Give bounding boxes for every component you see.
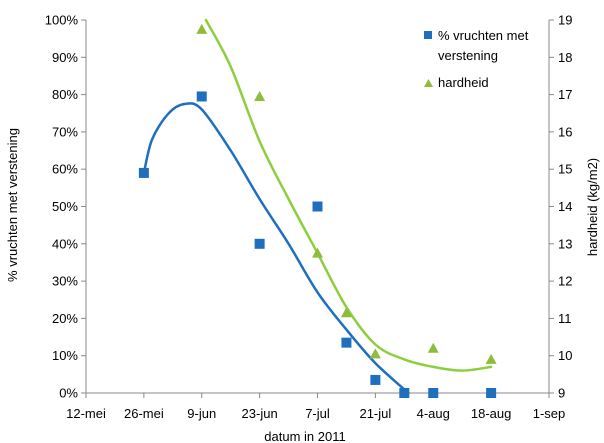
y-left-tick-label: 80% [52, 87, 78, 102]
data-point-verstening [399, 388, 410, 398]
legend-label-verstening-line1: % vruchten met [438, 28, 529, 43]
data-point-verstening [486, 388, 497, 398]
trendline-verstening [142, 102, 410, 395]
data-point-verstening [312, 201, 323, 212]
data-point-hardheid [427, 342, 439, 353]
data-point-hardheid [369, 348, 381, 359]
y-right-tick-label: 19 [558, 13, 572, 28]
legend-marker-square-icon [424, 31, 432, 39]
x-axis-title: datum in 2011 [264, 429, 345, 443]
data-point-verstening [370, 374, 381, 385]
trend-lines [142, 18, 493, 395]
legend: % vruchten met verstening hardheid [424, 28, 529, 90]
y-right-tick-label: 10 [558, 348, 572, 363]
y-right-tick-label: 16 [558, 124, 572, 139]
trendline-hardheid [204, 18, 493, 372]
data-point-verstening [138, 167, 149, 178]
data-point-hardheid [254, 90, 266, 101]
x-tick-label: 23-jun [242, 406, 278, 421]
y-left-tick-label: 50% [52, 199, 78, 214]
x-tick-label: 1-sep [533, 406, 566, 421]
y-left-axis-title: % vruchten met verstening [5, 128, 20, 282]
y-left-tick-label: 100% [45, 13, 79, 28]
y-left-tick-label: 70% [52, 124, 78, 139]
data-point-verstening [341, 337, 352, 348]
data-point-verstening [428, 388, 439, 398]
y-right-axis-title: hardheid (kg/m2) [585, 158, 600, 256]
y-right-tick-label: 9 [558, 386, 565, 401]
data-point-hardheid [340, 307, 352, 318]
x-tick-label: 9-jun [187, 406, 216, 421]
x-tick-label: 18-aug [471, 406, 511, 421]
y-right-tick-label: 12 [558, 274, 572, 289]
y-left-tick-label: 20% [52, 311, 78, 326]
y-right-tick-label: 13 [558, 236, 572, 251]
y-left-tick-label: 90% [52, 50, 78, 65]
y-right-tick-label: 17 [558, 87, 572, 102]
y-left-tick-label: 60% [52, 162, 78, 177]
y-right-tick-label: 18 [558, 50, 572, 65]
x-tick-label: 26-mei [124, 406, 164, 421]
y-right-tick-label: 15 [558, 162, 572, 177]
axes: 0% 10% 20% 30% 40% 50% 60% 70% 80% 90% 100% 9 10 11 12… [45, 13, 573, 422]
y-right-tick-label: 11 [558, 311, 572, 326]
data-points [138, 23, 497, 398]
x-tick-label: 12-mei [66, 406, 106, 421]
y-left-tick-label: 10% [52, 348, 78, 363]
legend-marker-triangle-icon [424, 79, 433, 87]
y-left-tick-label: 40% [52, 236, 78, 251]
x-tick-label: 4-aug [417, 406, 450, 421]
legend-label-verstening-line2: verstening [438, 48, 498, 63]
data-point-verstening [254, 238, 265, 249]
data-point-hardheid [485, 353, 497, 364]
y-left-tick-label: 0% [59, 386, 78, 401]
data-point-hardheid [312, 247, 323, 258]
data-point-hardheid [196, 23, 208, 34]
y-right-tick-label: 14 [558, 199, 572, 214]
data-point-verstening [196, 91, 207, 102]
y-left-tick-label: 30% [52, 274, 78, 289]
x-tick-label: 21-jul [359, 406, 391, 421]
x-tick-label: 7-jul [305, 406, 330, 421]
legend-label-hardheid: hardheid [438, 75, 489, 90]
